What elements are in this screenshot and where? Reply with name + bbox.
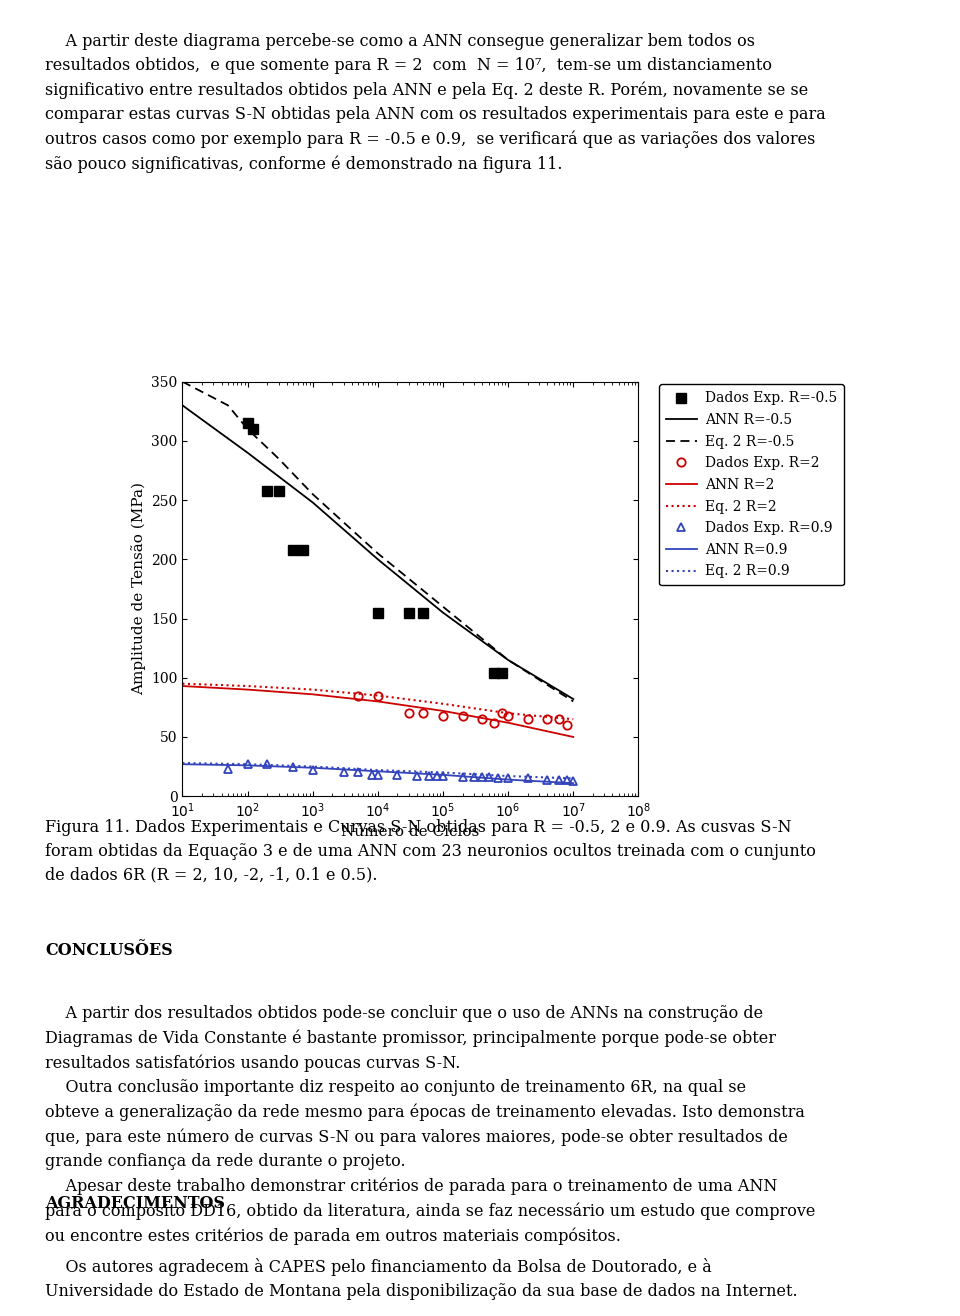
Text: Os autores agradecem à CAPES pelo financiamento da Bolsa de Doutorado, e à
Unive: Os autores agradecem à CAPES pelo financ… [45,1258,798,1300]
Text: Figura 11. Dados Experimentais e Curvas S-N obtidas para R = -0.5, 2 e 0.9. As c: Figura 11. Dados Experimentais e Curvas … [45,819,816,884]
Legend: Dados Exp. R=-0.5, ANN R=-0.5, Eq. 2 R=-0.5, Dados Exp. R=2, ANN R=2, Eq. 2 R=2,: Dados Exp. R=-0.5, ANN R=-0.5, Eq. 2 R=-… [659,384,844,586]
Y-axis label: Amplitude de Tensão (MPa): Amplitude de Tensão (MPa) [131,483,146,695]
X-axis label: Número de Ciclos: Número de Ciclos [341,825,480,840]
Text: AGRADECIMENTOS: AGRADECIMENTOS [45,1195,225,1212]
Text: A partir deste diagrama percebe-se como a ANN consegue generalizar bem todos os
: A partir deste diagrama percebe-se como … [45,33,826,172]
Text: A partir dos resultados obtidos pode-se concluir que o uso de ANNs na construção: A partir dos resultados obtidos pode-se … [45,1005,815,1245]
Text: CONCLUSÕES: CONCLUSÕES [45,942,173,959]
